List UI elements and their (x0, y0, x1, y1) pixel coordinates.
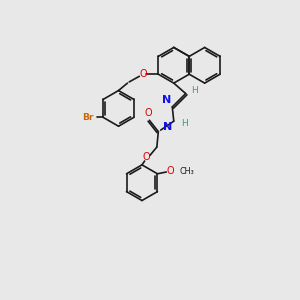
Text: H: H (192, 86, 198, 95)
Text: N: N (162, 95, 171, 105)
Text: CH₃: CH₃ (179, 167, 194, 176)
Text: Br: Br (82, 113, 94, 122)
Text: O: O (139, 69, 147, 79)
Text: N: N (163, 122, 172, 132)
Text: H: H (181, 119, 188, 128)
Text: O: O (144, 109, 152, 118)
Text: O: O (166, 167, 174, 176)
Text: O: O (142, 152, 150, 162)
